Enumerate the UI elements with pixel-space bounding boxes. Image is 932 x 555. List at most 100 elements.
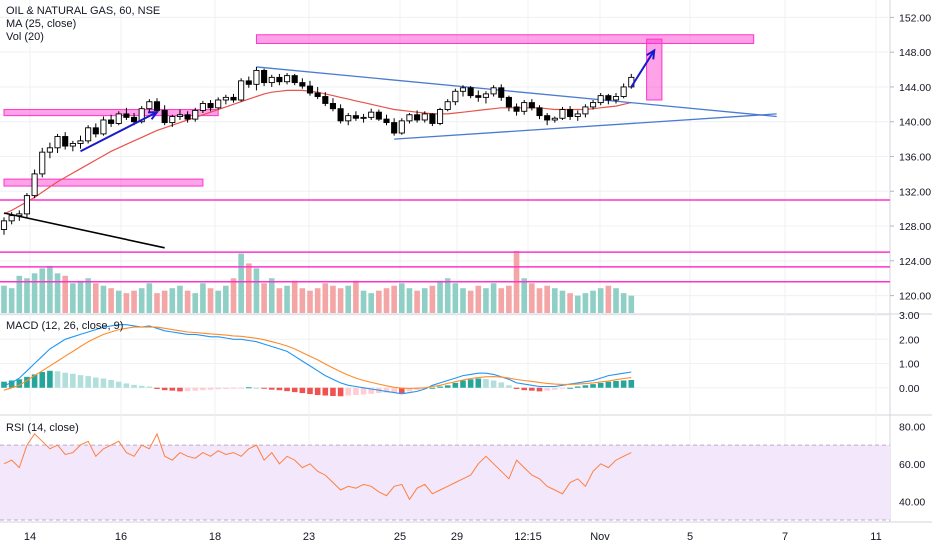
volume-bar [444, 278, 451, 313]
volume-bar [253, 268, 260, 313]
macd-histogram-bar [567, 387, 573, 389]
candle-body [475, 95, 482, 98]
candle-body [215, 99, 222, 109]
main-legend: OIL & NATURAL GAS, 60, NSE MA (25, close… [6, 5, 160, 44]
candle-body [291, 75, 298, 84]
arrow-drawing [80, 111, 158, 153]
macd-histogram-bar [85, 376, 91, 388]
candle-body [414, 114, 421, 121]
candle-body [108, 119, 115, 124]
volume-legend[interactable]: Vol (20) [6, 31, 44, 43]
candle-body [92, 127, 99, 135]
macd-histogram-bar [360, 387, 367, 395]
macd-histogram-bar [184, 387, 191, 392]
volume-bar [406, 288, 413, 313]
candle-body [62, 136, 69, 147]
macd-histogram-bar [161, 387, 168, 391]
macd-histogram-bar [1, 381, 7, 388]
candle-body [528, 102, 535, 109]
macd-histogram-bar [429, 387, 436, 389]
volume-bar [223, 285, 229, 313]
volume-bar [291, 280, 298, 313]
candle-body [176, 114, 184, 117]
volume-bar [467, 290, 474, 313]
candle-body [406, 114, 413, 122]
ma-legend[interactable]: MA (25, close) [6, 18, 77, 30]
volume-bar [529, 283, 535, 313]
volume-bar [31, 273, 38, 313]
macd-histogram-bar [123, 383, 130, 388]
macd-histogram-bar [467, 379, 474, 388]
macd-histogram-bar [47, 370, 53, 388]
candle-body [8, 215, 15, 222]
candle-body [123, 113, 130, 118]
volume-bar [582, 293, 589, 313]
volume-bar [567, 293, 573, 313]
candle-body [100, 119, 107, 135]
rsi-line [3, 432, 632, 501]
volume-bar [115, 290, 122, 313]
macd-pane-title[interactable]: MACD (12, 26, close, 9) [6, 320, 124, 332]
volume-bar [77, 280, 84, 313]
volume-bar [169, 288, 176, 313]
time-tick-label: 29 [451, 531, 463, 543]
candle-body [306, 85, 314, 94]
macd-tick-label: 2.00 [899, 334, 920, 346]
macd-histogram-bar [8, 380, 15, 388]
candle-body [31, 173, 38, 197]
volume-bar [192, 293, 199, 313]
time-tick-label: 7 [782, 531, 788, 543]
candle-body [521, 102, 528, 112]
candle-body [16, 213, 23, 217]
volume-bar [138, 288, 145, 313]
candle-body [245, 80, 252, 85]
macd-histogram-bar [100, 378, 107, 388]
candle-body [421, 113, 428, 121]
macd-histogram-bar [131, 384, 137, 388]
candle-body [620, 86, 627, 97]
candle-body [429, 113, 436, 124]
volume-bar [544, 285, 550, 313]
time-tick-label: 11 [870, 531, 881, 543]
macd-histogram-bar [460, 380, 466, 388]
volume-bar [1, 285, 7, 313]
volume-bar [215, 290, 221, 313]
candle-body [567, 109, 574, 117]
rsi-pane-title[interactable]: RSI (14, close) [6, 422, 79, 434]
macd-histogram-bar [299, 387, 306, 394]
macd-histogram-bar [391, 387, 397, 393]
volume-bar [498, 288, 505, 313]
volume-bar [62, 275, 68, 313]
volume-bar [521, 278, 527, 313]
time-tick-label: 5 [687, 531, 693, 543]
volume-bar [399, 283, 405, 313]
time-tick-label: Nov [590, 531, 610, 543]
volume-bar [207, 288, 214, 313]
candle-body [498, 87, 505, 98]
volume-bar [47, 265, 53, 313]
candle-body [54, 136, 61, 149]
macd-histogram-bar [138, 385, 145, 388]
candle-body [161, 109, 168, 124]
candle-body [590, 102, 597, 108]
macd-histogram-bar [574, 386, 581, 388]
volume-bar [620, 293, 627, 313]
volume-bar [39, 268, 46, 313]
volume-bar [590, 290, 596, 313]
macd-histogram-bar [437, 386, 443, 388]
candle-body [199, 103, 206, 111]
candle-body [230, 96, 237, 101]
volume-bar [284, 285, 290, 313]
candle-body [238, 80, 245, 101]
macd-histogram-bar [521, 387, 527, 391]
macd-histogram-bar [192, 387, 199, 391]
macd-histogram-bar [529, 387, 535, 391]
candle-body [551, 117, 558, 121]
candle-body [337, 108, 344, 122]
symbol-title[interactable]: OIL & NATURAL GAS, 60, NSE [6, 5, 161, 17]
macd-histogram-bar [337, 387, 344, 397]
candle-body [452, 90, 459, 103]
candle-body [513, 106, 520, 112]
